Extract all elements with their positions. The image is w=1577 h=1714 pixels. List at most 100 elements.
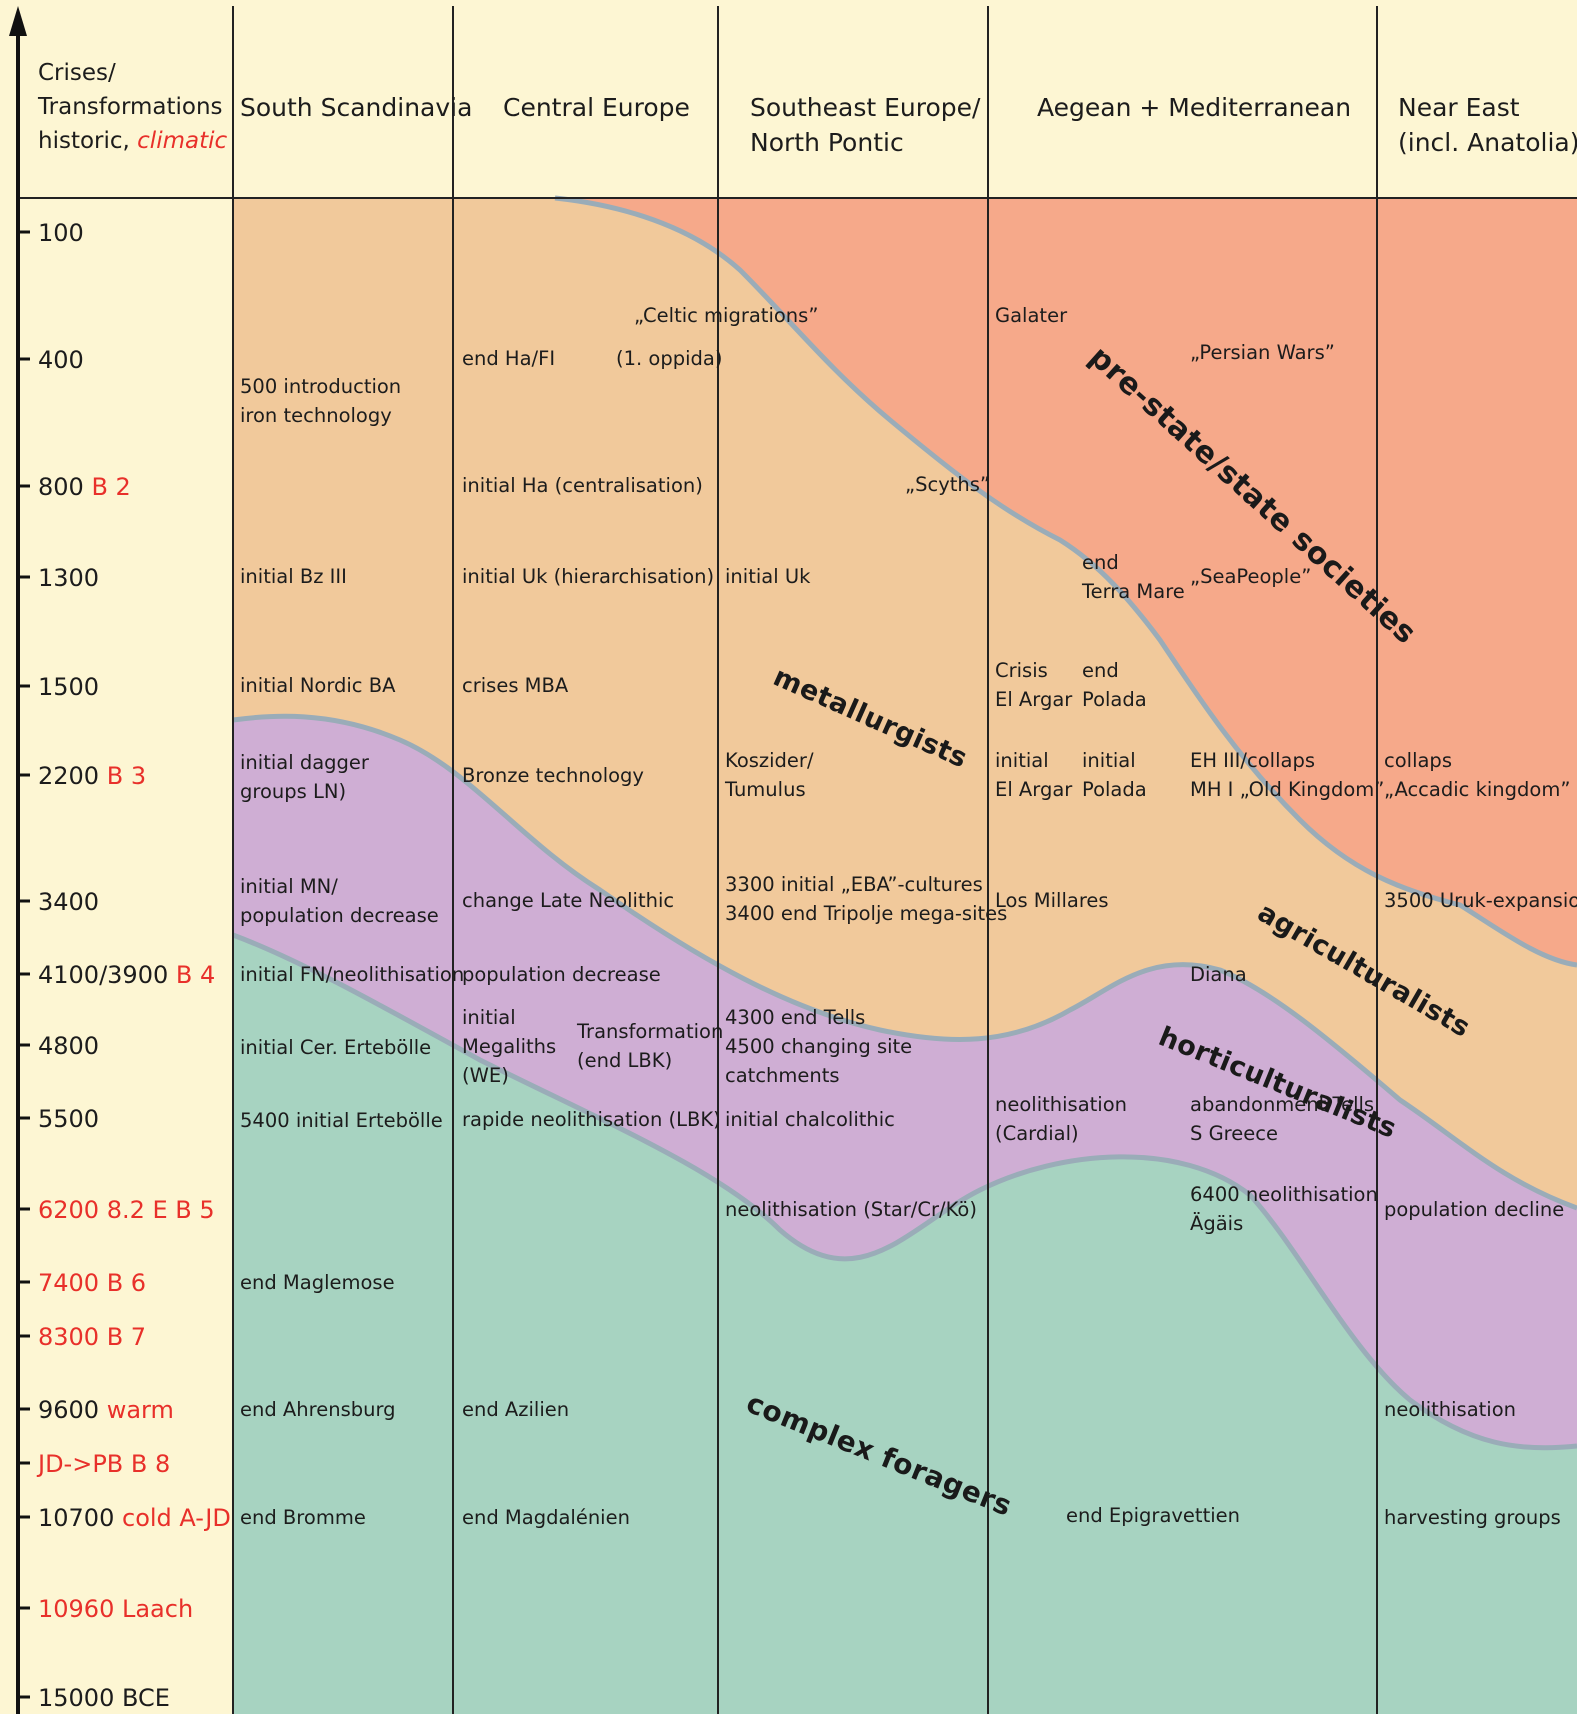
cell-line: initial Cer. Ertebölle [240,1036,432,1059]
cell-entry: rapide neolithisation (LBK) [462,1105,721,1134]
timeline-label: 800 B 2 [38,472,131,502]
cell-line: „SeaPeople” [1190,565,1312,588]
cell-line: El Argar [995,688,1073,711]
cell-entry: Transformation (end LBK) [577,1017,723,1075]
state-zone [555,198,1577,965]
cell-entry: collaps „Accadic kingdom” [1384,746,1570,804]
timeline-label: 10960 Laach [38,1594,193,1624]
cell-line: rapide neolithisation (LBK) [462,1108,721,1131]
cell-entry: initial Polada [1082,746,1147,804]
cell-line: initial MN/ [240,875,338,898]
cell-entry: (1. oppida) [616,344,722,373]
cell-line: Tumulus [725,778,806,801]
timeline-event: 6200 8.2 E B 5 [38,1196,215,1224]
column-header-aegean: Aegean + Mediterranean [1037,90,1351,125]
boundary-state [554,195,1577,968]
cell-line: end Bromme [240,1506,366,1529]
timeline-event: B 4 [175,961,216,989]
column-header-line: South Scandinavia [240,93,473,122]
column-header-line: Southeast Europe/ [750,93,981,122]
time-axis-arrow-icon [9,6,27,36]
cell-line: EH III/collaps [1190,749,1315,772]
cell-line: 3500 Uruk-expansion [1384,889,1577,912]
cell-entry: population decline [1384,1195,1564,1224]
timeline-year: 10700 [38,1504,115,1532]
cell-line: (1. oppida) [616,347,723,370]
cell-entry: end Polada [1082,656,1147,714]
cell-line: Transformation [577,1020,724,1043]
timeline-event: B 2 [91,473,131,501]
cell-line: end Ha/FI [462,347,556,370]
axis-header-line3: historic, climatic [38,124,227,158]
cell-line: initial [462,1006,516,1029]
cell-entry: initial chalcolithic [725,1105,895,1134]
cell-line: initial Uk (hierarchisation) [462,565,715,588]
cell-entry: 6400 neolithisation Ägäis [1190,1180,1378,1238]
timeline-year: 2200 [38,762,100,790]
column-header-line: Near East [1398,93,1520,122]
timeline-label: 9600 warm [38,1395,174,1425]
column-header-line: North Pontic [750,128,904,157]
cell-entry: end Epigravettien [1066,1501,1240,1530]
cell-entry: end Ha/FI [462,344,555,373]
cell-entry: Los Millares [995,886,1109,915]
boundary-horti [232,932,1577,1451]
cell-line: initial chalcolithic [725,1108,895,1131]
cell-line: abandonment Tells [1190,1093,1375,1116]
cell-line: population decline [1384,1198,1565,1221]
cell-line: (end LBK) [577,1049,673,1072]
timeline-year: 100 [38,219,84,247]
cell-line: initial [995,749,1049,772]
cell-entry: initial Uk (hierarchisation) [462,562,714,591]
timeline-label: 100 [38,218,84,248]
cell-entry: 3300 initial „EBA”-cultures 3400 end Trip… [725,870,1007,928]
cell-entry: crises MBA [462,671,568,700]
cell-line: neolithisation [995,1093,1128,1116]
cell-line: „Accadic kingdom” [1384,778,1571,801]
cell-line: 4300 end Tells [725,1006,866,1029]
cell-line: 6400 neolithisation [1190,1183,1378,1206]
cell-line: „Scyths” [905,473,991,496]
timeline-label: 1500 [38,672,99,702]
cell-line: Megaliths [462,1035,557,1058]
cell-line: initial Uk [725,565,811,588]
cell-line: end Ahrensburg [240,1398,396,1421]
timeline-label: 5500 [38,1104,99,1134]
cell-entry: end Azilien [462,1395,569,1424]
cell-line: end [1082,551,1119,574]
timeline-label: 7400 B 6 [38,1268,146,1298]
cell-line: El Argar [995,778,1073,801]
timeline-year: 800 [38,473,84,501]
cell-line: initial FN/neolithisation [240,963,465,986]
cell-line: Crisis [995,659,1048,682]
timeline-year: 1300 [38,564,100,592]
cell-entry: initial Nordic BA [240,671,395,700]
column-header-line: Aegean + Mediterranean [1037,93,1352,122]
cell-entry: neolithisation (Cardial) [995,1090,1127,1148]
cell-line: harvesting groups [1384,1506,1561,1529]
cell-entry: end Ahrensburg [240,1395,396,1424]
timeline-label: 400 [38,345,84,375]
cell-entry: initial dagger groups LN) [240,748,369,806]
cell-line: population decrease [240,904,439,927]
timeline-event: 7400 B 6 [38,1269,147,1297]
timeline-label: 15000 BCE [38,1683,170,1713]
axis-ticks [18,230,30,1699]
cell-entry: „Scyths” [905,470,990,499]
cell-entry: end Terra Mare [1082,548,1185,606]
cell-line: 3400 end Tripolje mega-sites [725,902,1008,925]
cell-line: Koszider/ [725,749,814,772]
cell-line: 500 introduction [240,375,402,398]
timeline-label: 3400 [38,887,99,917]
cell-line: 3300 initial „EBA”-cultures [725,873,983,896]
timeline-label: 2200 B 3 [38,761,146,791]
cell-entry: 5400 initial Ertebölle [240,1106,443,1135]
timeline-label: 8300 B 7 [38,1322,146,1352]
timeline-label: 10700 cold A-JD [38,1503,231,1533]
cell-entry: initial MN/population decrease [240,872,439,930]
cell-line: end Maglemose [240,1271,395,1294]
cell-entry: initial Bz III [240,562,347,591]
cell-entry: Galater [995,301,1067,330]
cell-entry: 3500 Uruk-expansion [1384,886,1577,915]
